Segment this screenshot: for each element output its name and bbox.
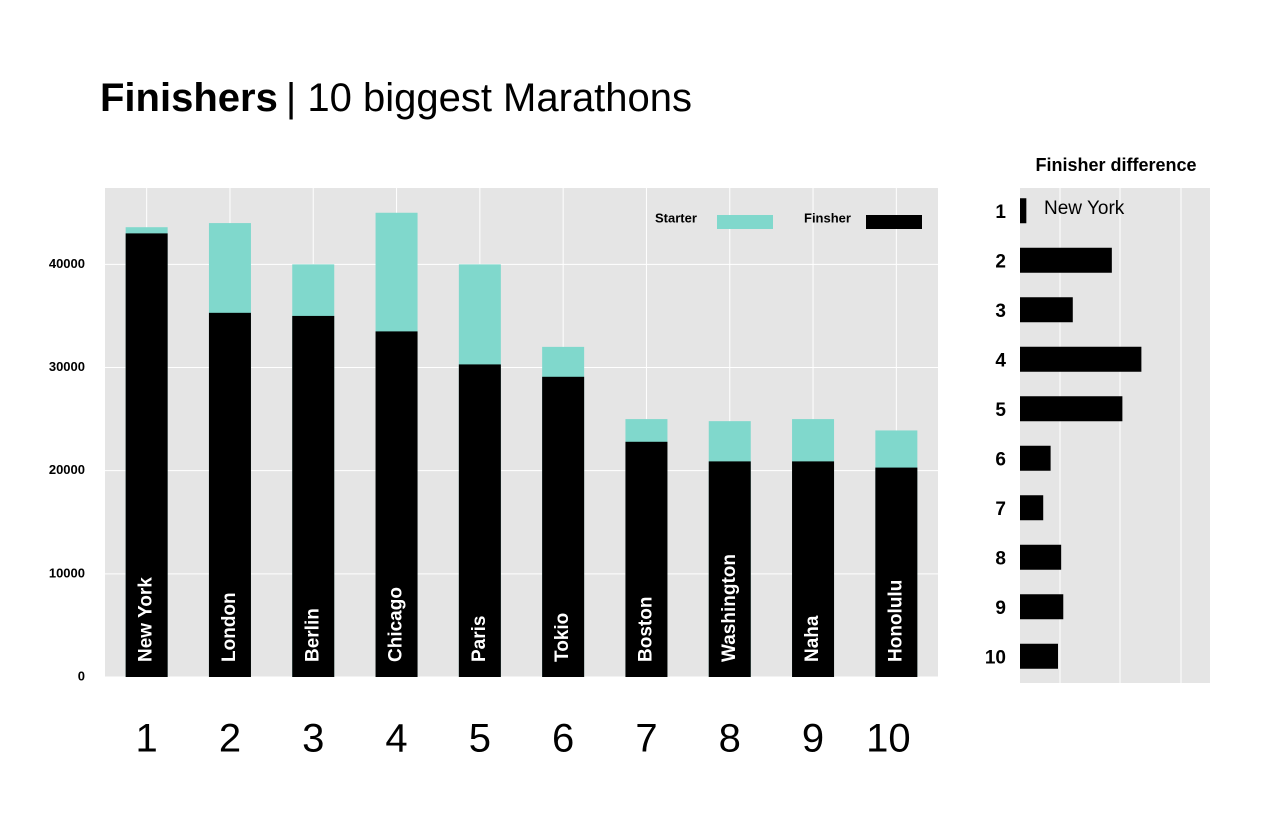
y-tick-label: 6: [995, 449, 1006, 470]
y-tick-label: 4: [995, 350, 1006, 371]
bar: [792, 461, 835, 677]
annotation: New York: [1044, 198, 1125, 219]
x-tick-label: 9: [802, 717, 824, 761]
bar: [1020, 643, 1058, 669]
bar-label: Naha: [802, 615, 823, 662]
y-tick-label: 0: [78, 668, 85, 683]
bar: [1020, 198, 1027, 224]
bar-label: Boston: [635, 597, 656, 662]
bar: [1020, 297, 1073, 323]
chart-title: Finishers | 10 biggest Marathons: [100, 76, 692, 120]
x-tick-label: 6: [552, 717, 574, 761]
bar-label: Paris: [469, 616, 490, 662]
title: Finishers: [100, 76, 278, 120]
y-tick-label: 8: [995, 548, 1006, 569]
x-tick-label: 2: [219, 717, 241, 761]
bar-label: Chicago: [386, 587, 407, 662]
y-tick-label: 30000: [49, 359, 85, 374]
y-tick-label: 40000: [49, 256, 85, 271]
bar: [1020, 544, 1062, 570]
bar: [1020, 396, 1123, 422]
legend-label: Starter: [655, 210, 697, 225]
x-tick-label: 3: [302, 717, 324, 761]
bar: [542, 376, 585, 677]
side-title: Finisher difference: [1035, 155, 1196, 175]
y-tick-label: 1: [995, 202, 1006, 223]
y-tick-label: 2: [995, 251, 1006, 272]
x-tick-label: 5: [469, 717, 491, 761]
bar: [1020, 247, 1112, 273]
bar: [1020, 594, 1064, 620]
y-tick-label: 20000: [49, 462, 85, 477]
y-tick-label: 5: [995, 400, 1006, 421]
legend-swatch: [717, 215, 773, 229]
bar-label: Washington: [719, 554, 740, 662]
bar-label: Tokio: [552, 613, 573, 662]
legend-swatch: [866, 215, 922, 229]
bar-label: Honolulu: [885, 580, 906, 662]
x-tick-label: 7: [635, 717, 657, 761]
bar-label: London: [219, 592, 240, 662]
y-tick-label: 3: [995, 301, 1006, 322]
bar: [208, 312, 251, 677]
y-tick-label: 9: [995, 598, 1006, 619]
bar: [375, 331, 418, 677]
bar: [1020, 346, 1142, 372]
y-tick-label: 10000: [49, 565, 85, 580]
bar-label: Berlin: [302, 608, 323, 662]
x-tick-label: 8: [719, 717, 741, 761]
x-tick-label: 1: [136, 717, 158, 761]
bar: [125, 233, 168, 678]
x-tick-label: 4: [385, 717, 407, 761]
bar: [708, 461, 751, 677]
bar: [625, 441, 668, 677]
y-tick-label: 7: [995, 499, 1006, 520]
y-tick-label: 10: [985, 647, 1006, 668]
bar: [1020, 495, 1044, 521]
bar: [292, 315, 335, 677]
bar: [1020, 445, 1051, 471]
legend-label: Finsher: [804, 210, 851, 225]
x-tick-label: 10: [866, 717, 911, 761]
bar-label: New York: [136, 577, 157, 662]
subtitle: | 10 biggest Marathons: [286, 76, 692, 120]
bar: [875, 467, 918, 677]
bar: [458, 364, 501, 677]
